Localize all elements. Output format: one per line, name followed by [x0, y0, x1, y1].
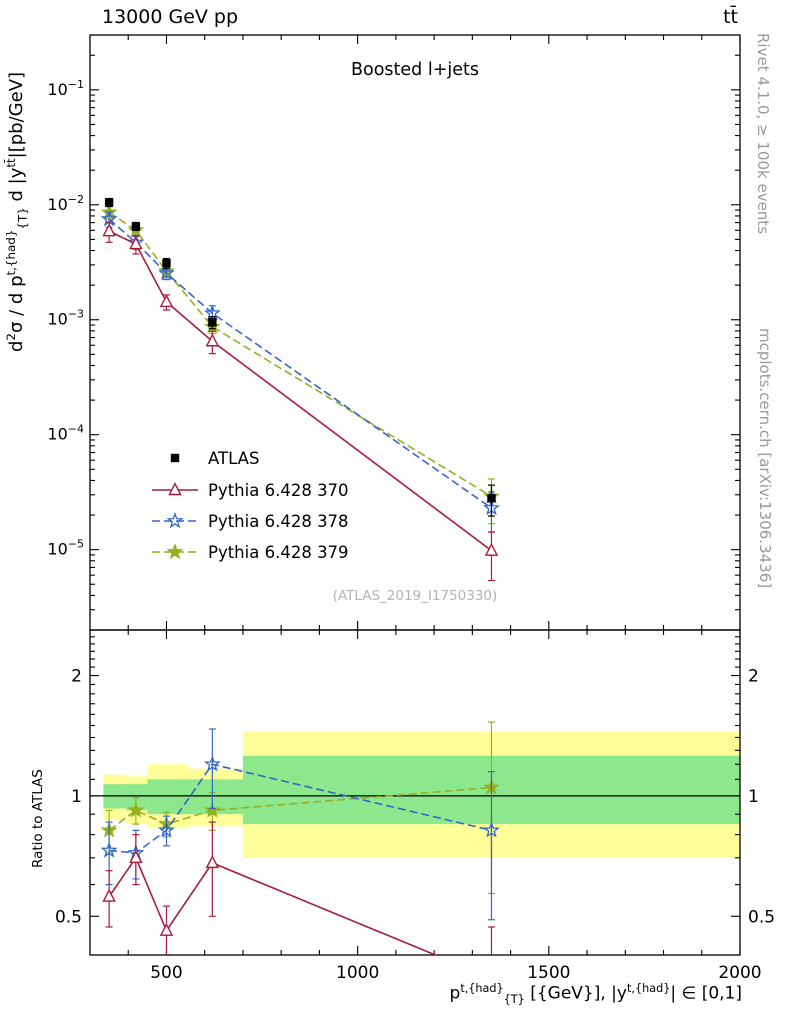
mcplots-note: mcplots.cern.ch [arXiv:1306.3436]: [756, 328, 774, 589]
xtick-label: 1500: [527, 963, 570, 983]
data-point: [203, 755, 221, 772]
series-atlas: [104, 197, 496, 517]
series-pythia-6-428-370: [102, 221, 499, 582]
top-panel-frame: [89, 34, 741, 631]
data-point: [129, 850, 143, 864]
data-point: [170, 453, 180, 463]
legend-entry: Pythia 6.428 379: [152, 543, 349, 562]
data-point: [205, 333, 220, 347]
data-point: [166, 512, 184, 529]
ratio-tick-label: 0.5: [55, 907, 82, 927]
data-point: [168, 482, 182, 496]
rivet-version-note: Rivet 4.1.0, ≥ 100k events: [754, 33, 772, 235]
ytick-label: 10−2: [47, 193, 84, 214]
data-point: [158, 264, 175, 281]
data-point: [484, 542, 499, 556]
axis-tick-labels: 10−1 10−2 10−3 10−4 10−5 0.5 0.5 1 1 2 2 500 1000 150…: [47, 78, 775, 983]
data-point: [129, 236, 143, 250]
data-point: [102, 888, 116, 902]
legend-entry: ATLAS: [170, 449, 259, 468]
legend-entry: Pythia 6.428 378: [152, 512, 349, 531]
ratio-series-pythia-6-428-378: [100, 728, 500, 921]
xtick-label: 1000: [336, 963, 379, 983]
legend-label: Pythia 6.428 379: [208, 543, 349, 562]
analysis-watermark: (ATLAS_2019_I1750330): [332, 588, 498, 604]
ratio-tick-label: 0.5: [748, 907, 775, 927]
data-point: [203, 801, 221, 818]
data-point: [104, 198, 114, 207]
ratio-tick-label: 1: [748, 787, 759, 807]
legend-label: Pythia 6.428 378: [208, 512, 349, 531]
y-axis-title: d2σ / d pt,{had}{T} d |ytt̄|[pb/GeV]: [4, 71, 30, 352]
ytick-label: 10−4: [47, 423, 84, 444]
data-point: [205, 855, 220, 869]
x-axis-title: pt,{had}{T} [{GeV}], |yt,{had}| ∈ [0,1]: [449, 982, 742, 1007]
ratio-panel-frame: [89, 629, 741, 956]
beam-energy-title: 13000 GeV pp: [102, 6, 239, 28]
data-point: [487, 494, 496, 503]
series-pythia-6-428-379: [100, 203, 500, 525]
ratio-axis-title: Ratio to ATLAS: [30, 769, 46, 868]
ratio-tick-label: 1: [71, 787, 82, 807]
legend-label: Pythia 6.428 370: [208, 481, 349, 500]
xtick-label: 2000: [718, 963, 761, 983]
axis-ticks: [90, 35, 741, 955]
uncertainty-bands: [103, 731, 740, 858]
ytick-label: 10−3: [47, 308, 84, 329]
data-point: [158, 821, 175, 838]
legend-label: ATLAS: [208, 449, 259, 468]
ratio-tick-label: 2: [71, 667, 82, 687]
ratio-series-pythia-6-428-370: [102, 821, 495, 955]
ytick-label: 10−1: [47, 78, 84, 99]
data-point: [208, 318, 217, 327]
plot-title: Boosted l+jets: [351, 60, 479, 80]
data-point: [100, 841, 118, 858]
data-point: [131, 222, 141, 231]
ytick-label: 10−5: [47, 538, 84, 559]
data-point: [159, 922, 174, 936]
data-point: [162, 259, 171, 268]
data-point: [166, 543, 184, 560]
data-point: [159, 294, 174, 308]
data-point: [127, 801, 145, 818]
legend-entry: Pythia 6.428 370: [152, 481, 349, 500]
data-point: [483, 821, 500, 838]
ratio-tick-label: 2: [748, 667, 759, 687]
data-point: [102, 223, 116, 237]
xtick-label: 500: [150, 963, 182, 983]
process-title: tt̄: [723, 6, 738, 28]
